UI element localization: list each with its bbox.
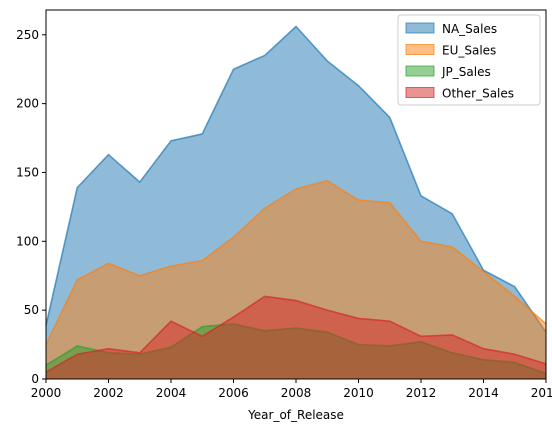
x-tick-label: 2002 <box>93 386 124 400</box>
x-axis-ticks: 2000 2002 2004 2006 2008 2010 2012 2014 2016 <box>31 379 552 400</box>
x-tick-label: 2008 <box>281 386 312 400</box>
legend-swatch <box>405 87 435 98</box>
line-other-sales <box>45 295 547 373</box>
legend-label: NA_Sales <box>442 22 497 36</box>
legend-swatch <box>405 44 435 55</box>
x-tick-label: 2006 <box>218 386 249 400</box>
legend-label: Other_Sales <box>442 87 514 101</box>
area-layer <box>45 25 547 380</box>
y-axis-ticks: 0 50 100 150 200 250 <box>16 28 46 386</box>
x-tick-label: 2010 <box>343 386 374 400</box>
y-tick-label: 150 <box>16 165 39 179</box>
y-tick-label: 0 <box>31 372 39 386</box>
x-tick-label: 2000 <box>31 386 62 400</box>
legend-label: EU_Sales <box>442 44 496 58</box>
y-tick-label: 250 <box>16 28 39 42</box>
x-tick-label: 2012 <box>406 386 437 400</box>
legend-frame <box>397 14 541 106</box>
x-axis-label: Year_of_Release <box>247 408 344 422</box>
y-tick-label: 50 <box>24 303 39 317</box>
x-tick-label: 2004 <box>156 386 187 400</box>
y-tick-label: 200 <box>16 97 39 111</box>
legend: NA_Sales EU_Sales JP_Sales Other_Sales <box>397 14 541 106</box>
x-tick-label: 2014 <box>468 386 499 400</box>
legend-label: JP_Sales <box>441 65 491 79</box>
y-tick-label: 100 <box>16 234 39 248</box>
area-other-sales <box>46 296 546 379</box>
legend-swatch <box>405 65 435 77</box>
legend-swatch <box>405 22 435 34</box>
line-na-sales <box>45 25 547 333</box>
line-eu-sales <box>45 179 547 345</box>
x-tick-label: 2016 <box>531 386 552 400</box>
